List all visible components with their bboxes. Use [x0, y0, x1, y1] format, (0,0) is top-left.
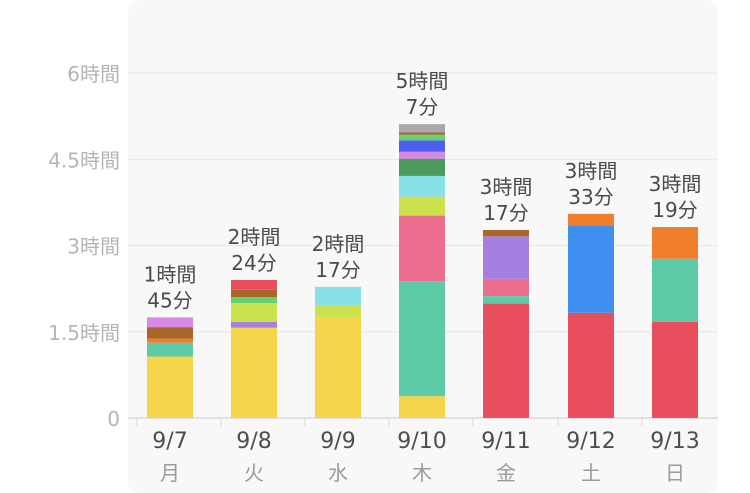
- bar-total-label: 7分: [406, 95, 439, 119]
- y-tick-label: 6時間: [67, 62, 120, 86]
- x-tick-date: 9/13: [650, 429, 699, 454]
- bar-segment: [231, 280, 277, 290]
- x-tick-weekday: 土: [581, 461, 601, 485]
- bar-total-label: 3時間: [565, 159, 618, 183]
- bar-segment: [315, 286, 361, 306]
- x-tick-date: 9/7: [152, 429, 187, 454]
- x-tick-date: 9/8: [236, 429, 271, 454]
- x-tick-weekday: 月: [160, 461, 180, 485]
- bar-segment: [315, 305, 361, 318]
- bar-segment: [483, 236, 529, 279]
- x-tick-weekday: 金: [496, 461, 516, 485]
- bar-segment: [399, 396, 445, 418]
- bar-segment: [483, 278, 529, 297]
- bar-segment: [568, 312, 614, 418]
- bar-total-label: 2時間: [312, 232, 365, 256]
- bar-segment: [652, 227, 698, 259]
- bar-segment: [399, 196, 445, 216]
- bar-segment: [231, 321, 277, 328]
- x-tick-date: 9/11: [481, 429, 530, 454]
- x-tick-weekday: 水: [328, 461, 348, 485]
- bar-segment: [652, 258, 698, 322]
- bar-segment: [399, 158, 445, 176]
- y-tick-label: 4.5時間: [48, 148, 120, 172]
- bar-segment: [147, 327, 193, 339]
- bar-segment: [399, 281, 445, 397]
- bar-segment: [231, 297, 277, 303]
- bar-segment: [568, 225, 614, 313]
- y-tick-label: 1.5時間: [48, 321, 120, 345]
- x-tick-weekday: 火: [244, 461, 264, 485]
- bar-segment: [399, 124, 445, 133]
- bar-segment: [147, 317, 193, 328]
- bar-segment: [147, 356, 193, 418]
- bar-segment: [231, 327, 277, 418]
- x-tick-weekday: 日: [665, 461, 685, 485]
- y-tick-label: 3時間: [67, 235, 120, 259]
- bar-total-label: 3時間: [480, 175, 533, 199]
- x-tick-date: 9/9: [320, 429, 355, 454]
- bar-total-label: 2時間: [228, 225, 281, 249]
- bar-total-label: 33分: [568, 185, 613, 209]
- bar-segment: [568, 213, 614, 226]
- bar-segment: [315, 317, 361, 418]
- bar-total-label: 24分: [231, 251, 276, 275]
- bar-total-label: 1時間: [144, 262, 197, 286]
- bar-segment: [652, 321, 698, 418]
- bar-segment: [399, 134, 445, 141]
- bar-total-label: 3時間: [649, 172, 702, 196]
- y-tick-label: 0: [107, 407, 120, 431]
- bar-segment: [483, 296, 529, 304]
- bar-total-label: 17分: [483, 201, 528, 225]
- x-tick-weekday: 木: [412, 461, 432, 485]
- bar-segment: [231, 303, 277, 322]
- bar-segment: [483, 303, 529, 418]
- x-tick-date: 9/12: [566, 429, 615, 454]
- bar-segment: [399, 132, 445, 135]
- bar-segment: [147, 342, 193, 357]
- bar-segment: [147, 338, 193, 343]
- bar-segment: [399, 215, 445, 282]
- bar-total-label: 19分: [652, 198, 697, 222]
- bar-segment: [483, 229, 529, 237]
- bar-segment: [231, 289, 277, 298]
- bar-total-label: 17分: [315, 258, 360, 282]
- bar-segment: [399, 140, 445, 152]
- bar-total-label: 5時間: [396, 69, 449, 93]
- x-tick-date: 9/10: [397, 429, 446, 454]
- bar-segment: [399, 175, 445, 197]
- bar-segment: [399, 151, 445, 159]
- bar-total-label: 45分: [147, 288, 192, 312]
